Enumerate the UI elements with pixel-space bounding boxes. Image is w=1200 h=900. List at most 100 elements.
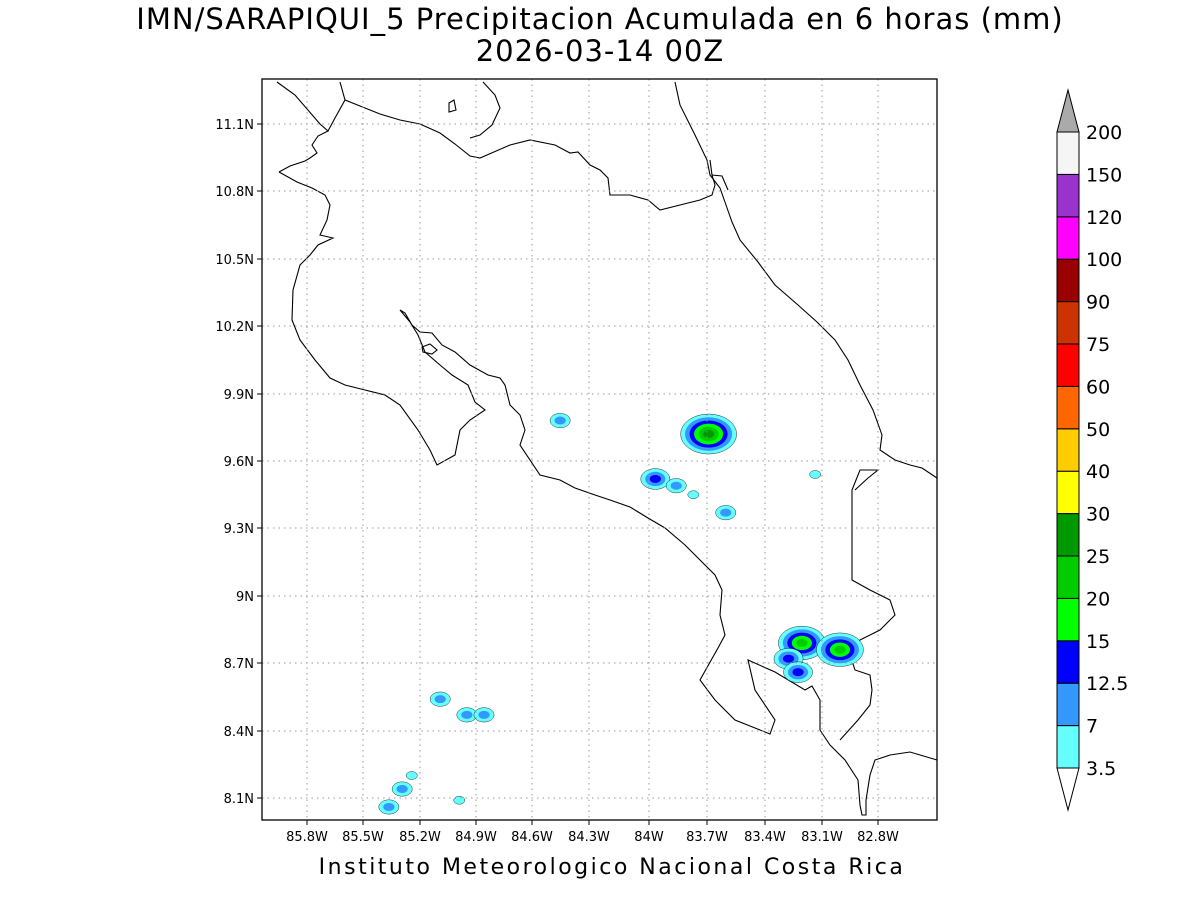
map-title: IMN/SARAPIQUI_5 Precipitacion Acumulada …	[136, 2, 1064, 36]
precip-contour	[792, 668, 804, 677]
colorbar-label: 25	[1086, 546, 1110, 568]
colorbar-swatch	[1056, 640, 1080, 684]
colorbar-swatch	[1056, 173, 1080, 218]
x-tick-label: 85.8W	[286, 830, 328, 845]
colorbar-label: 3.5	[1086, 758, 1116, 780]
colorbar-label: 150	[1086, 164, 1122, 186]
colorbar-swatch	[1056, 428, 1080, 472]
map-frame	[261, 78, 938, 821]
precip-cell	[778, 625, 826, 660]
x-tick-label: 82.8W	[857, 830, 899, 845]
colorbar-max-arrow	[1056, 88, 1080, 133]
precip-contour	[405, 771, 418, 780]
precip-contour	[649, 474, 661, 483]
x-tick-label: 84.3W	[568, 830, 610, 845]
coastline-layer	[276, 81, 938, 816]
precip-contour	[383, 802, 395, 811]
precip-contour	[834, 645, 846, 654]
lake-nicaragua-shore	[339, 81, 501, 139]
colorbar-label: 200	[1086, 122, 1122, 144]
precip-cell	[391, 781, 413, 797]
precip-contour	[461, 710, 473, 719]
precip-cell	[640, 468, 671, 490]
precip-contour	[670, 481, 682, 490]
colorbar-min-arrow	[1056, 767, 1080, 812]
y-tick-label: 8.7N	[224, 657, 254, 672]
colorbar-swatch	[1056, 258, 1080, 303]
y-tick-label: 9N	[236, 590, 254, 605]
footer-credit: Instituto Meteorologico Nacional Costa R…	[318, 855, 906, 880]
precip-cell	[687, 490, 700, 499]
precip-cell	[549, 413, 571, 428]
y-tick-label: 8.4N	[224, 725, 254, 740]
x-tick-label: 83.7W	[686, 830, 728, 845]
colorbar-label: 90	[1086, 292, 1110, 314]
colorbar-label: 75	[1086, 334, 1110, 356]
colorbar-label: 30	[1086, 504, 1110, 526]
precip-cell	[429, 691, 451, 707]
x-tick-label: 84W	[634, 830, 664, 845]
panama-border	[839, 469, 896, 741]
caribbean-coastline	[674, 81, 938, 479]
colorbar-label: 60	[1086, 376, 1110, 398]
colorbar-label: 120	[1086, 207, 1122, 229]
colorbar-swatch	[1056, 216, 1080, 260]
colorbar-swatch	[1056, 725, 1080, 769]
nicoya-island	[421, 343, 438, 355]
precip-cell	[680, 413, 737, 455]
y-axis-ticks: 11.1N 10.8N 10.5N 10.2N 9.9N 9.6N 9.3N 9N 8.7N 8.…	[215, 118, 262, 807]
x-tick-label: 85.5W	[342, 830, 384, 845]
colorbar-label: 7	[1086, 716, 1098, 738]
precip-contour	[554, 416, 566, 425]
x-tick-label: 85.2W	[399, 830, 441, 845]
precip-contour	[703, 430, 715, 439]
colorbar-swatch	[1056, 301, 1080, 345]
y-tick-label: 9.6N	[224, 455, 254, 470]
x-tick-label: 84.6W	[511, 830, 553, 845]
precip-contour	[782, 654, 795, 663]
map-subtitle: 2026-03-14 00Z	[475, 34, 725, 68]
x-tick-label: 84.9W	[455, 830, 497, 845]
x-axis-ticks: 85.8W 85.5W 85.2W 84.9W 84.6W 84.3W 84W 83.7W 83…	[286, 820, 899, 845]
pacific-coastline-south	[278, 171, 938, 816]
y-tick-label: 9.3N	[224, 522, 254, 537]
colorbar-swatch	[1056, 682, 1080, 727]
colorbar-swatch	[1056, 555, 1080, 599]
y-tick-label: 10.5N	[215, 253, 254, 268]
colorbar-swatch	[1056, 131, 1080, 175]
colorbar-swatch	[1056, 385, 1080, 430]
colorbar-label: 50	[1086, 419, 1110, 441]
san-juan-mouth	[711, 174, 729, 191]
y-tick-label: 10.8N	[215, 185, 254, 200]
precip-contour	[478, 710, 490, 719]
colorbar-swatch	[1056, 513, 1080, 557]
y-tick-label: 9.9N	[224, 388, 254, 403]
precip-contour	[809, 470, 821, 479]
precip-cell	[473, 707, 495, 723]
x-tick-label: 83.1W	[801, 830, 843, 845]
precip-contour	[396, 785, 408, 794]
colorbar-label: 20	[1086, 588, 1110, 610]
colorbar-label: 40	[1086, 461, 1110, 483]
pacific-coastline	[276, 81, 329, 173]
colorbar: 3.5 7 12.5 15 20 25 30 40 50 60 75 90 100 120 150 200	[1056, 88, 1128, 812]
precip-contour	[796, 638, 808, 647]
gridlines	[262, 79, 937, 820]
y-tick-label: 10.2N	[215, 320, 254, 335]
precip-cells-layer	[378, 413, 864, 815]
x-tick-label: 83.4W	[744, 830, 786, 845]
precip-cell	[816, 632, 864, 667]
precip-cell	[715, 505, 737, 521]
colorbar-swatch	[1056, 343, 1080, 387]
colorbar-swatch	[1056, 597, 1080, 642]
colorbar-label: 100	[1086, 249, 1122, 271]
precip-contour	[434, 695, 446, 704]
precip-cell	[378, 799, 400, 815]
colorbar-label: 12.5	[1086, 673, 1128, 695]
colorbar-swatch	[1056, 470, 1080, 515]
precip-cell	[453, 796, 466, 805]
colorbar-label: 15	[1086, 631, 1110, 653]
precip-cell	[405, 771, 418, 780]
precip-cell	[809, 470, 821, 479]
